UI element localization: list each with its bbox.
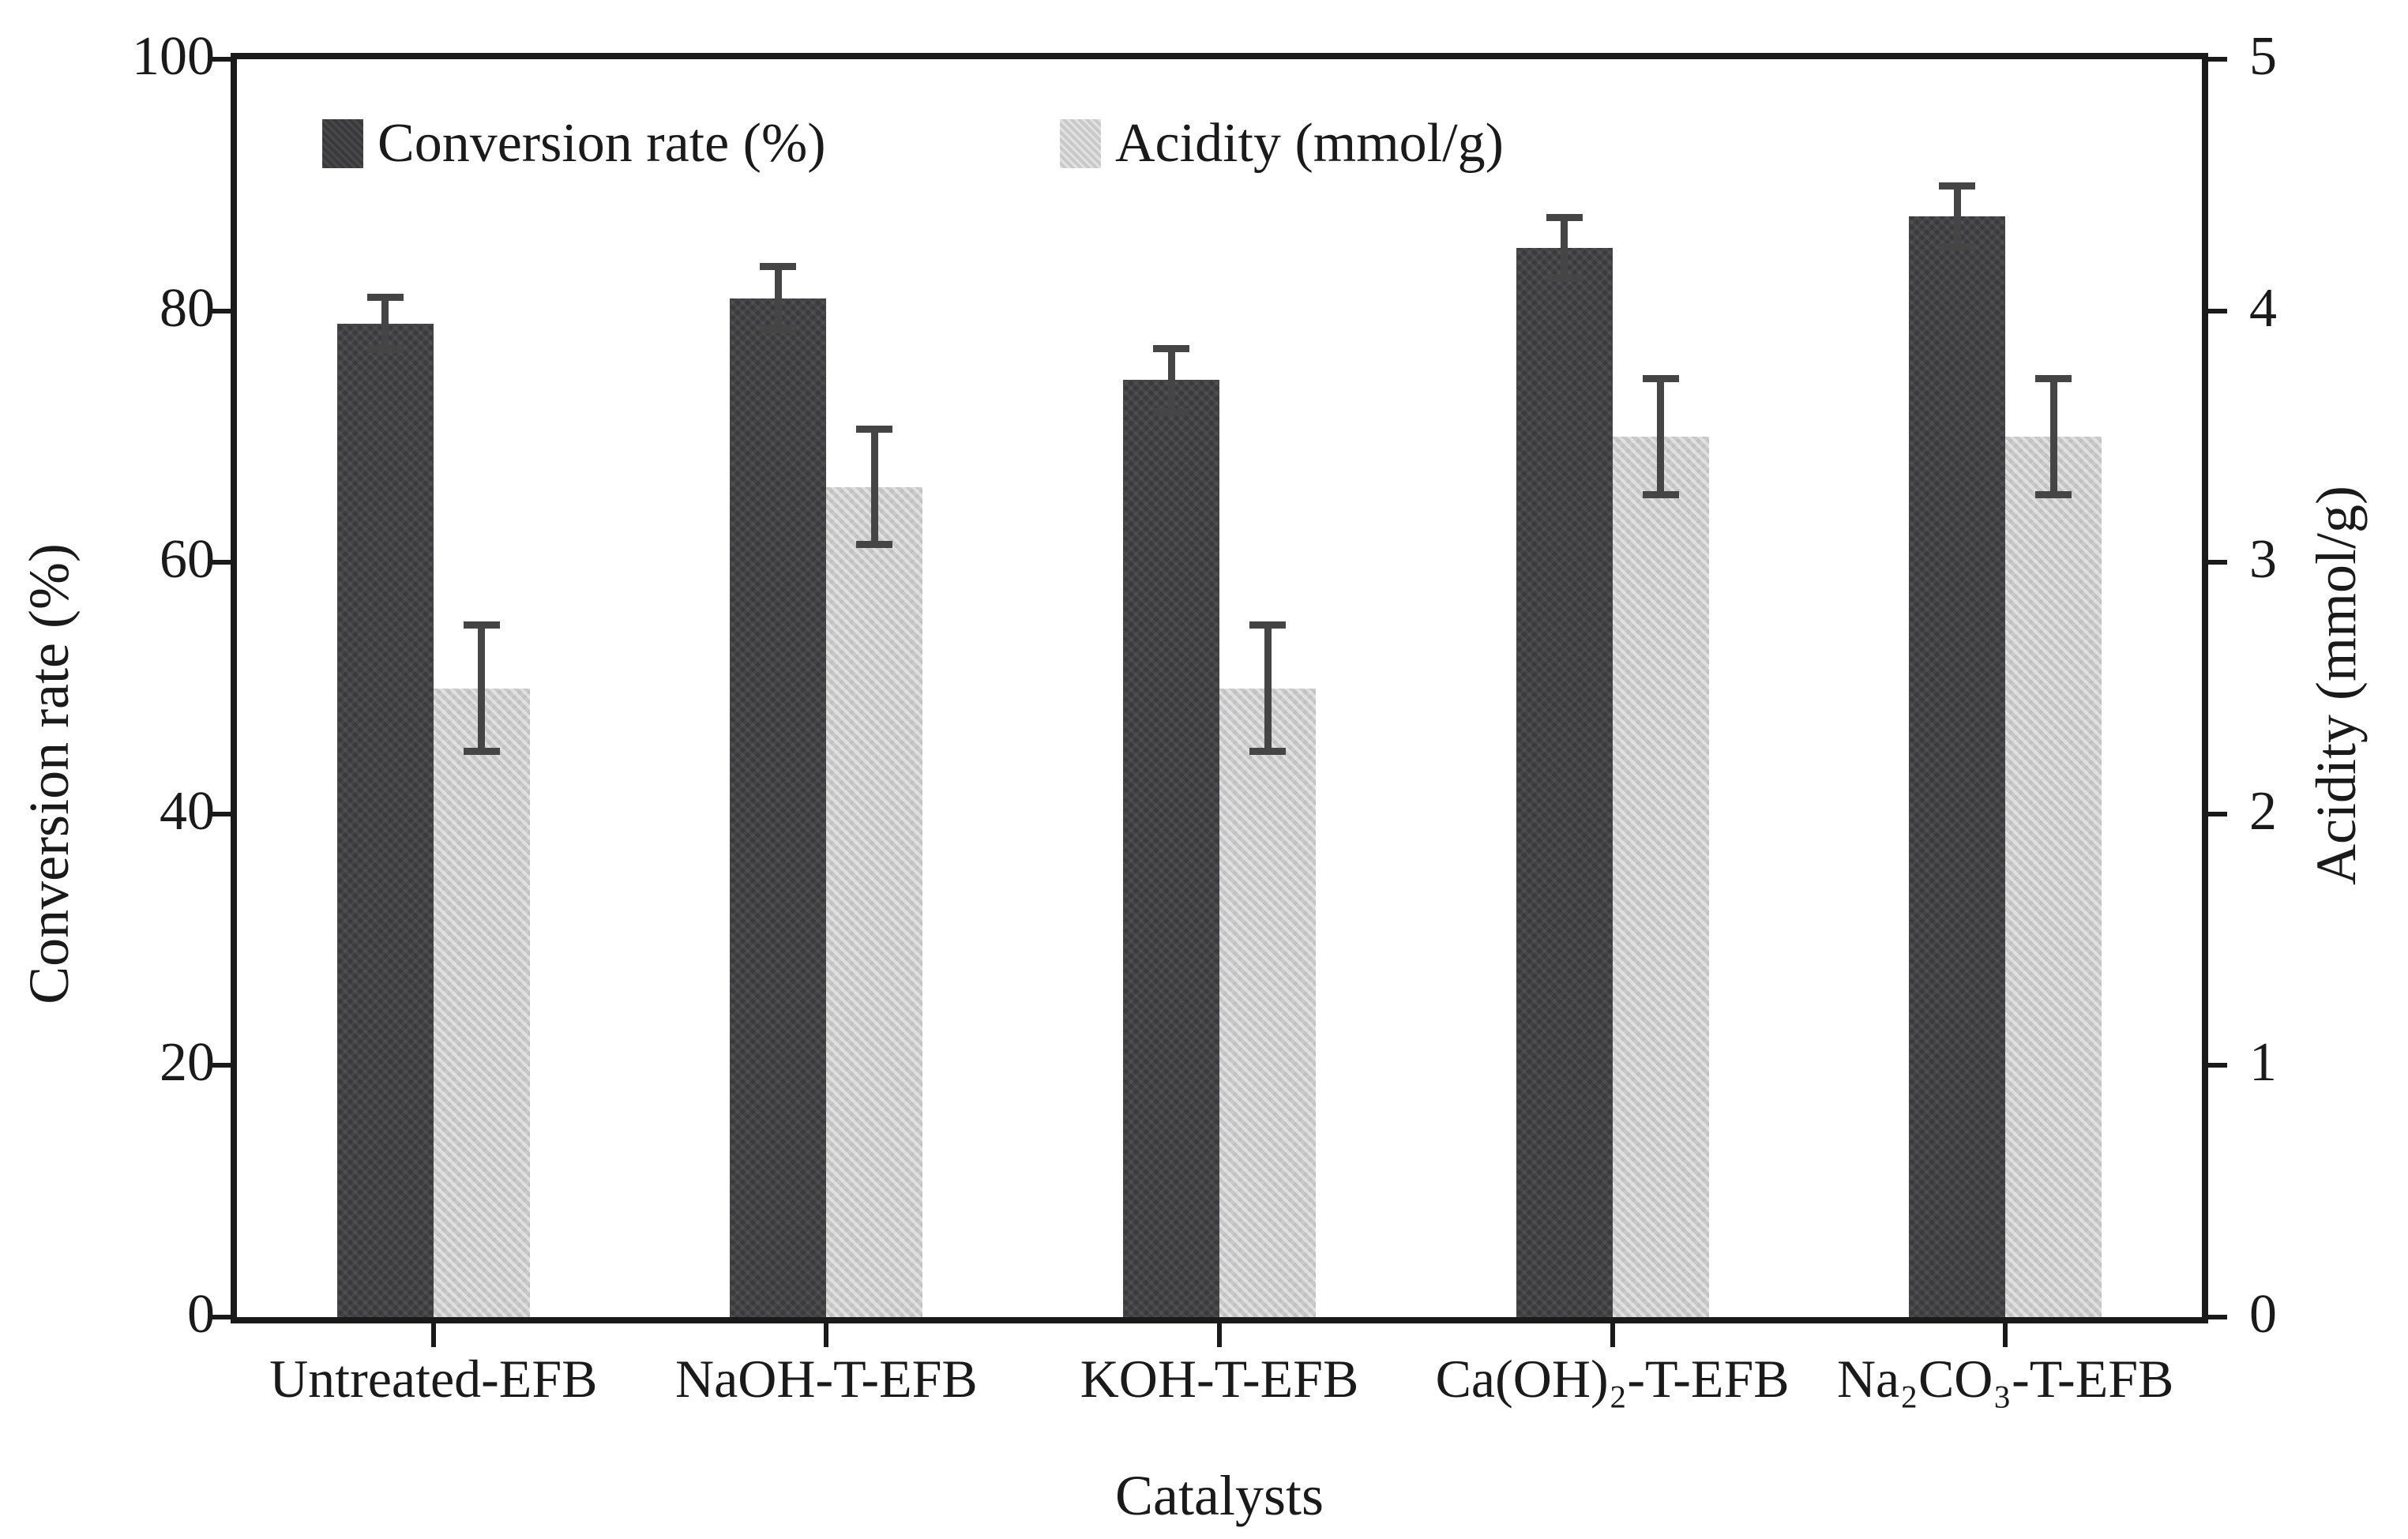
error-bar-acidity-stem [870, 429, 878, 545]
bar-acidity [1219, 688, 1316, 1317]
error-bar-acidity-stem [478, 625, 486, 752]
left-axis-tick [212, 57, 231, 62]
error-bar-acidity-stem [2049, 378, 2057, 495]
x-axis-tick [824, 1323, 829, 1347]
left-axis-tick-label: 60 [160, 529, 215, 591]
legend-swatch-conversion-icon [322, 119, 363, 168]
error-bar-acidity-cap-top [1249, 621, 1286, 629]
legend-swatch-acidity-icon [1060, 119, 1101, 168]
right-axis-tick-label: 0 [2249, 1284, 2277, 1346]
right-axis-tick-label: 4 [2249, 277, 2277, 339]
bar-conversion [1909, 216, 2006, 1317]
right-axis-tick [2208, 560, 2227, 565]
left-axis-tick [212, 811, 231, 816]
error-bar-conversion-stem [1953, 186, 1961, 247]
error-bar-conversion-cap-top [1153, 344, 1189, 352]
right-axis-tick [2208, 308, 2227, 313]
error-bar-conversion-stem [1561, 217, 1568, 279]
right-axis-tick [2208, 57, 2227, 62]
left-axis-tick [212, 308, 231, 313]
right-axis-tick-label: 1 [2249, 1032, 2277, 1094]
x-category-label: Na₂CO₃-T-EFB [1836, 1349, 2174, 1409]
bar-acidity [433, 688, 530, 1317]
error-bar-acidity-stem [1264, 625, 1272, 752]
left-axis-tick-label: 20 [160, 1032, 215, 1094]
error-bar-conversion-cap-bottom [1546, 274, 1583, 282]
error-bar-conversion-cap-bottom [1939, 242, 1976, 250]
error-bar-acidity-cap-bottom [1642, 490, 1679, 498]
legend-label-acidity: Acidity (mmol/g) [1115, 113, 1504, 174]
error-bar-conversion-cap-top [1939, 182, 1976, 190]
right-axis-tick-label: 3 [2249, 529, 2277, 591]
x-axis-title: Catalysts [1115, 1464, 1324, 1527]
x-axis-tick [430, 1323, 436, 1347]
x-category-label: KOH-T-EFB [1080, 1349, 1359, 1409]
right-axis-tick-label: 2 [2249, 780, 2277, 842]
error-bar-conversion-stem [1167, 348, 1175, 412]
error-bar-conversion-cap-top [760, 263, 797, 271]
error-bar-acidity-cap-bottom [463, 747, 500, 755]
error-bar-conversion-stem [381, 297, 389, 350]
error-bar-acidity-stem [1657, 378, 1665, 495]
error-bar-acidity-cap-top [463, 621, 500, 629]
error-bar-conversion-cap-top [1546, 214, 1583, 222]
left-axis-tick [212, 1315, 231, 1319]
bar-acidity [1612, 436, 1709, 1317]
legend-item-acidity: Acidity (mmol/g) [1060, 116, 1504, 171]
bar-conversion [336, 323, 434, 1317]
left-axis-tick [212, 560, 231, 565]
bar-conversion [730, 298, 827, 1317]
right-axis-tick [2208, 1063, 2227, 1068]
error-bar-acidity-cap-top [856, 425, 893, 433]
error-bar-conversion-stem [774, 266, 782, 330]
left-axis-tick-label: 80 [160, 277, 215, 339]
left-axis-tick [212, 1063, 231, 1068]
left-axis-tick-label: 0 [187, 1284, 215, 1346]
legend-item-conversion: Conversion rate (%) [322, 116, 826, 171]
x-category-label: NaOH-T-EFB [674, 1349, 978, 1409]
right-axis-tick-label: 5 [2249, 26, 2277, 88]
error-bar-conversion-cap-bottom [760, 325, 797, 333]
right-axis-tick [2208, 811, 2227, 816]
error-bar-acidity-cap-bottom [2035, 490, 2072, 498]
error-bar-acidity-cap-top [1642, 375, 1679, 383]
right-axis-tick [2208, 1315, 2227, 1319]
error-bar-conversion-cap-bottom [1153, 407, 1189, 415]
bar-acidity [826, 486, 923, 1317]
x-axis-tick [1217, 1323, 1222, 1347]
x-axis-tick [1610, 1323, 1615, 1347]
error-bar-acidity-cap-top [2035, 375, 2072, 383]
bar-conversion [1123, 380, 1219, 1317]
x-category-label: Ca(OH)₂-T-EFB [1435, 1349, 1790, 1409]
legend-label-conversion: Conversion rate (%) [378, 113, 826, 174]
left-axis-title: Conversion rate (%) [17, 543, 81, 1004]
error-bar-acidity-cap-bottom [1249, 747, 1286, 755]
left-axis-tick-label: 100 [132, 26, 215, 88]
error-bar-conversion-cap-bottom [366, 346, 404, 354]
plot-area: Conversion rate (%) Acidity (mmol/g) [212, 53, 2227, 1347]
x-axis-tick [2003, 1323, 2008, 1347]
left-axis-tick-label: 40 [160, 780, 215, 842]
bar-conversion [1516, 247, 1613, 1317]
right-axis-title: Acidity (mmol/g) [2305, 486, 2368, 885]
bar-acidity [2005, 436, 2102, 1317]
error-bar-conversion-cap-top [366, 293, 404, 301]
error-bar-acidity-cap-bottom [856, 541, 893, 549]
x-category-label: Untreated-EFB [269, 1349, 598, 1409]
